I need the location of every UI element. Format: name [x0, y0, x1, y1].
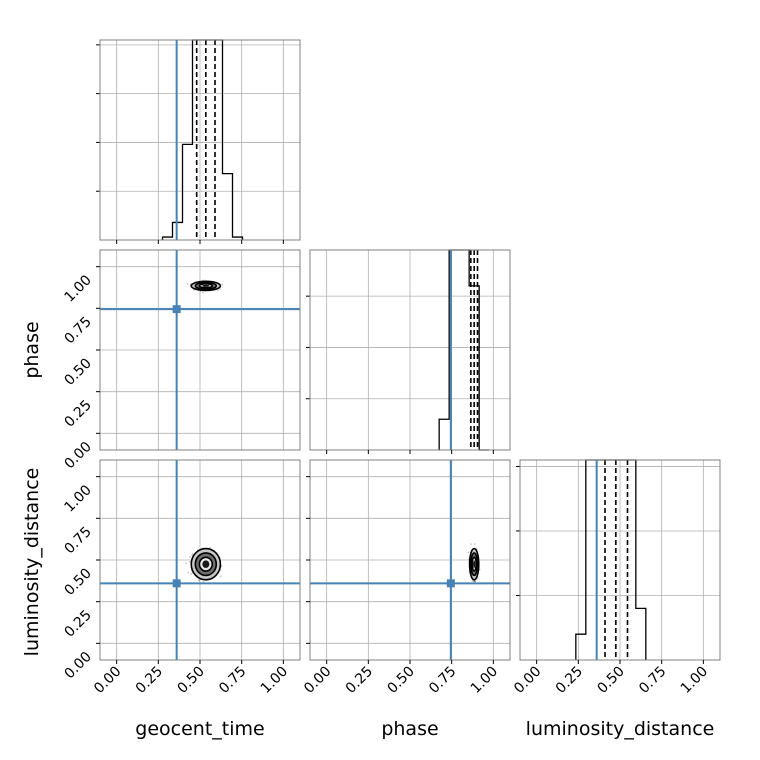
- sample-point: [202, 580, 205, 583]
- y-tick-label: 0.25: [61, 607, 94, 640]
- sample-point: [474, 580, 477, 583]
- sample-point: [221, 283, 224, 286]
- sample-point: [473, 580, 476, 583]
- x-tick-label: 0.75: [636, 664, 669, 697]
- sample-point: [189, 556, 191, 558]
- x-tick-label: 0.75: [426, 664, 459, 697]
- scatter-points-layer: [185, 279, 481, 583]
- y-tick-label: 0.75: [61, 524, 94, 557]
- sample-point: [192, 552, 194, 555]
- truth-marker: [446, 579, 455, 588]
- x-tick-label: 0.00: [511, 664, 544, 697]
- histogram-step: [161, 39, 244, 240]
- sample-point: [467, 551, 470, 554]
- sample-point: [199, 290, 202, 293]
- sample-point: [190, 573, 192, 575]
- sample-point: [473, 543, 476, 545]
- y-tick-label: 0.00: [61, 649, 94, 682]
- y-tick-label: 0.00: [61, 439, 94, 472]
- sample-point: [185, 562, 187, 565]
- x-tick-label: 1.00: [258, 664, 291, 697]
- sample-point: [219, 575, 222, 578]
- xlabel-phase: phase: [381, 718, 438, 740]
- histogram-step: [575, 459, 647, 660]
- x-tick-label: 0.00: [91, 664, 124, 697]
- histogram-step: [438, 249, 490, 451]
- x-tick-label: 1.00: [468, 664, 501, 697]
- x-tick-label: 0.00: [301, 664, 334, 697]
- x-tick-label: 1.00: [678, 664, 711, 697]
- x-tick-label: 0.50: [384, 664, 417, 697]
- sample-point: [474, 580, 477, 583]
- x-tick-label: 0.50: [594, 664, 627, 697]
- x-tick-label: 0.75: [216, 664, 249, 697]
- x-tick-label: 0.25: [343, 664, 376, 697]
- sample-point: [193, 289, 195, 291]
- density-contour: [473, 560, 476, 568]
- x-tick-label: 0.25: [553, 664, 586, 697]
- sample-point: [219, 288, 222, 291]
- y-tick-label: 1.00: [61, 272, 94, 305]
- sample-point: [471, 580, 474, 582]
- ylabel-luminosity-distance: luminosity_distance: [21, 468, 43, 657]
- density-contour: [202, 284, 210, 287]
- sample-point: [477, 577, 479, 580]
- truth-marker: [172, 579, 181, 588]
- xlabel-luminosity-distance: luminosity_distance: [526, 718, 715, 740]
- sample-point: [187, 571, 190, 574]
- sample-point: [186, 283, 189, 285]
- label-layer: geocent_time phase luminosity_distance p…: [21, 272, 714, 740]
- sample-point: [216, 289, 219, 291]
- xlabel-geocent-time: geocent_time: [135, 718, 264, 740]
- y-tick-label: 1.00: [61, 482, 94, 515]
- sample-point: [197, 579, 200, 581]
- y-tick-label: 0.50: [61, 566, 94, 599]
- x-tick-label: 0.25: [133, 664, 166, 697]
- y-tick-label: 0.25: [61, 397, 94, 430]
- x-tick-label: 0.50: [174, 664, 207, 697]
- frame-layer: [96, 39, 721, 664]
- sample-point: [209, 546, 212, 549]
- y-tick-label: 0.75: [61, 314, 94, 347]
- y-tick-label: 0.50: [61, 356, 94, 389]
- sample-point: [198, 579, 201, 582]
- density-contour: [202, 560, 210, 568]
- sample-point: [469, 543, 472, 546]
- data-layer: [100, 39, 647, 660]
- truth-marker: [172, 305, 181, 314]
- ylabel-phase: phase: [21, 321, 43, 378]
- sample-point: [201, 291, 204, 294]
